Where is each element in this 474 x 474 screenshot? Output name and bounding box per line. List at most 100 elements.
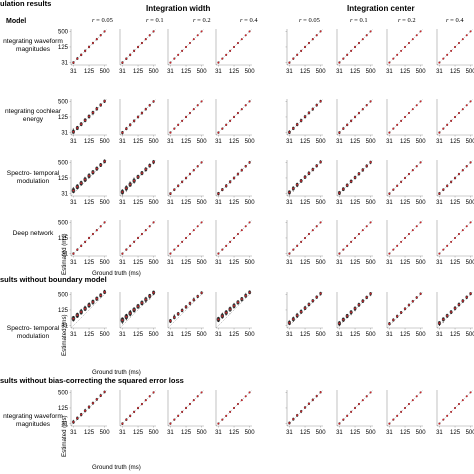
x-tick-label: 125 [229,332,240,338]
median-point [338,61,341,64]
median-point [152,291,155,294]
median-point [244,294,247,297]
median-point [152,221,155,224]
x-tick-label: 125 [229,200,240,206]
x-tick-label: 125 [300,139,311,145]
point [288,194,290,196]
median-point [248,291,251,294]
median-point [92,42,94,44]
median-point [415,296,418,299]
x-tick-label: 500 [245,69,256,75]
median-point [129,244,132,247]
x-tick-label: 31 [436,139,443,145]
median-point [137,407,139,409]
panel-r3-c7: 31 125 500 [436,219,474,266]
median-point [225,311,228,314]
median-point [338,252,341,255]
median-point [248,161,251,164]
median-point [346,123,349,126]
median-point [121,422,124,425]
median-point [358,303,360,306]
median-point [76,57,79,60]
median-point [419,292,422,295]
median-point [446,184,449,187]
median-point [304,176,306,179]
panel-r4-c5: 31 125 500 [336,291,376,338]
y-tick-label: 125 [58,45,69,51]
point [125,191,127,193]
median-point [144,38,147,41]
x-tick-label: 500 [197,430,208,436]
median-point [225,53,228,56]
median-point [80,413,83,416]
median-point [185,305,187,308]
median-point [125,418,128,421]
median-point [338,192,341,194]
median-point [415,225,418,228]
median-point [288,422,291,424]
median-point [173,127,176,130]
median-point [141,233,143,235]
median-point [365,225,368,228]
median-point [458,42,460,44]
x-tick-label: 125 [450,260,461,266]
x-tick-label: 500 [316,260,327,266]
row-label-cochlear: ntegrating cochlear energy [4,108,62,123]
x-tick-label: 500 [245,332,256,338]
x-tick-label: 500 [416,69,427,75]
median-point [237,112,239,114]
x-tick-label: 31 [70,430,77,436]
x-tick-label: 500 [197,139,208,145]
panel-r5-c2: 31 125 500 [167,389,208,436]
median-point [217,252,220,255]
x-tick-label: 125 [84,69,95,75]
median-point [458,233,460,235]
median-point [72,61,75,64]
median-point [240,108,243,111]
median-point [92,233,94,235]
model-header: Model [6,18,27,25]
median-point [311,229,314,232]
median-point [338,131,341,134]
median-point [92,171,94,174]
median-point [369,100,372,103]
median-point [181,180,184,183]
median-point [415,34,418,37]
median-point [177,123,180,126]
median-point [450,311,453,313]
median-point [121,319,124,322]
median-point [248,221,251,224]
x-tick-label: 125 [181,139,192,145]
median-point [121,191,124,193]
x-tick-label: 31 [386,260,393,266]
x-tick-label: 31 [286,69,293,75]
x-tick-label: 125 [450,69,461,75]
median-point [240,169,243,172]
median-point [338,322,341,325]
median-point [450,119,453,122]
median-point [458,303,460,306]
median-point [392,248,395,251]
panel-r3-c5: 31 125 500 [336,219,376,266]
median-point [304,46,306,48]
median-point [304,115,306,118]
x-tick-label: 31 [119,139,126,145]
r-label-w4: r = 0.4 [240,17,258,24]
x-tick-label: 125 [400,260,411,266]
median-point [99,225,102,228]
median-point [411,38,414,41]
x-tick-label: 31 [336,200,343,206]
median-point [181,410,184,413]
x-tick-label: 31 [119,260,126,266]
median-point [438,252,441,255]
median-point [88,406,90,408]
x-tick-label: 125 [350,69,361,75]
x-tick-label: 125 [300,332,311,338]
panel-r1-c6: 31 125 500 [386,98,426,145]
x-tick-label: 125 [400,200,411,206]
x-tick-label: 31 [386,200,393,206]
median-point [173,316,176,319]
median-point [192,298,195,301]
median-point [137,176,139,178]
